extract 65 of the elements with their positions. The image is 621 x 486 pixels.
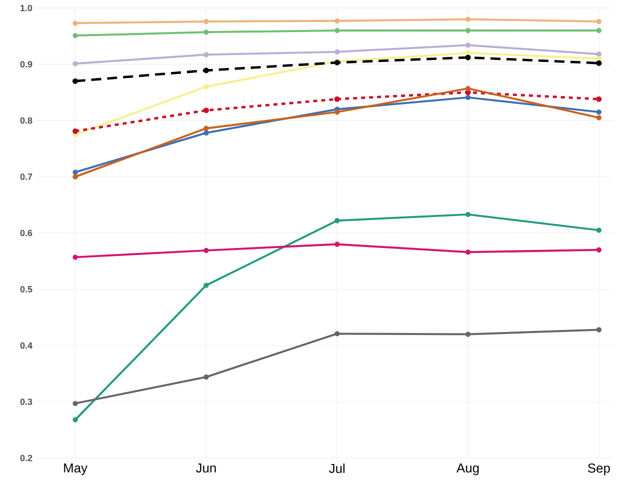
- point: [72, 174, 78, 180]
- point: [334, 109, 340, 115]
- point: [596, 96, 602, 102]
- point: [465, 42, 471, 48]
- point: [204, 52, 209, 58]
- point: [334, 28, 340, 34]
- point: [465, 250, 471, 255]
- point: [334, 96, 340, 102]
- point: [72, 61, 78, 66]
- y-tick-label: 0.5: [20, 286, 32, 292]
- point: [72, 254, 78, 260]
- x-tick-label: Jul: [329, 464, 345, 474]
- point: [596, 56, 602, 62]
- point: [204, 30, 209, 35]
- point: [203, 108, 209, 114]
- point: [334, 242, 340, 247]
- point: [465, 50, 471, 56]
- y-tick-label: 0.4: [20, 342, 32, 349]
- point: [72, 32, 78, 38]
- point: [72, 128, 78, 134]
- point: [596, 109, 602, 115]
- point: [465, 54, 471, 60]
- point: [204, 84, 209, 90]
- point: [72, 78, 78, 84]
- point: [204, 18, 209, 24]
- point: [596, 28, 602, 34]
- x-tick-label: May: [64, 464, 88, 476]
- y-tick-label: 0.7: [20, 174, 32, 180]
- point: [465, 90, 471, 96]
- point: [72, 170, 78, 175]
- y-tick-label: 1.0: [20, 4, 32, 12]
- point: [465, 212, 471, 218]
- point: [204, 248, 209, 254]
- point: [204, 130, 209, 136]
- x-tick-label: Jun: [196, 464, 216, 473]
- point: [72, 20, 78, 26]
- point: [596, 52, 602, 57]
- y-tick-label: 0.6: [20, 230, 32, 236]
- point: [72, 400, 78, 406]
- point: [204, 282, 209, 288]
- point: [334, 49, 340, 54]
- point: [596, 228, 602, 233]
- point: [596, 247, 602, 252]
- point: [204, 126, 209, 131]
- y-tick-label: 0.3: [20, 398, 32, 405]
- point: [596, 18, 602, 24]
- y-tick-label: 0.2: [20, 454, 32, 462]
- point: [204, 374, 209, 380]
- y-tick-label: 0.8: [20, 117, 32, 124]
- x-tick-label: Aug: [456, 464, 479, 476]
- point: [596, 327, 602, 332]
- point: [465, 332, 471, 337]
- point: [334, 18, 340, 24]
- point: [203, 68, 209, 74]
- point: [465, 28, 471, 34]
- y-tick-label: 0.9: [20, 61, 32, 68]
- point: [596, 115, 602, 120]
- point: [465, 86, 471, 92]
- point: [596, 60, 602, 66]
- point: [334, 331, 340, 336]
- point: [72, 417, 78, 422]
- point: [334, 218, 340, 224]
- point: [465, 16, 471, 22]
- x-tick-label: Sep: [588, 464, 610, 476]
- point: [465, 94, 471, 100]
